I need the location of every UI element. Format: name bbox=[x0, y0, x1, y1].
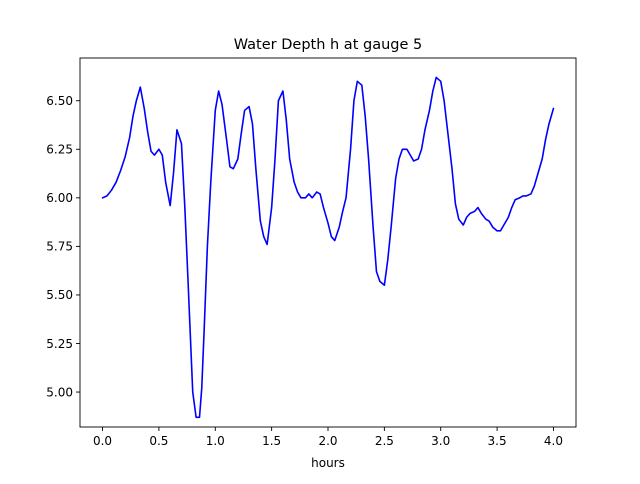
x-tick-label: 4.0 bbox=[544, 434, 563, 448]
y-tick-label: 5.50 bbox=[46, 288, 73, 302]
x-tick-label: 0.0 bbox=[93, 434, 112, 448]
y-tick-label: 5.25 bbox=[46, 337, 73, 351]
y-tick-label: 6.00 bbox=[46, 191, 73, 205]
x-axis-label: hours bbox=[311, 456, 345, 470]
x-tick-label: 3.0 bbox=[431, 434, 450, 448]
y-tick-label: 6.50 bbox=[46, 94, 73, 108]
chart-title: Water Depth h at gauge 5 bbox=[234, 37, 422, 53]
y-tick-label: 5.75 bbox=[46, 240, 73, 254]
x-tick-label: 2.5 bbox=[375, 434, 394, 448]
y-tick-label: 5.00 bbox=[46, 385, 73, 399]
x-tick-label: 0.5 bbox=[149, 434, 168, 448]
x-tick-label: 3.5 bbox=[488, 434, 507, 448]
y-tick-label: 6.25 bbox=[46, 143, 73, 157]
x-tick-label: 2.0 bbox=[318, 434, 337, 448]
x-tick-label: 1.0 bbox=[206, 434, 225, 448]
series-line-0 bbox=[101, 76, 555, 419]
x-tick-label: 1.5 bbox=[262, 434, 281, 448]
